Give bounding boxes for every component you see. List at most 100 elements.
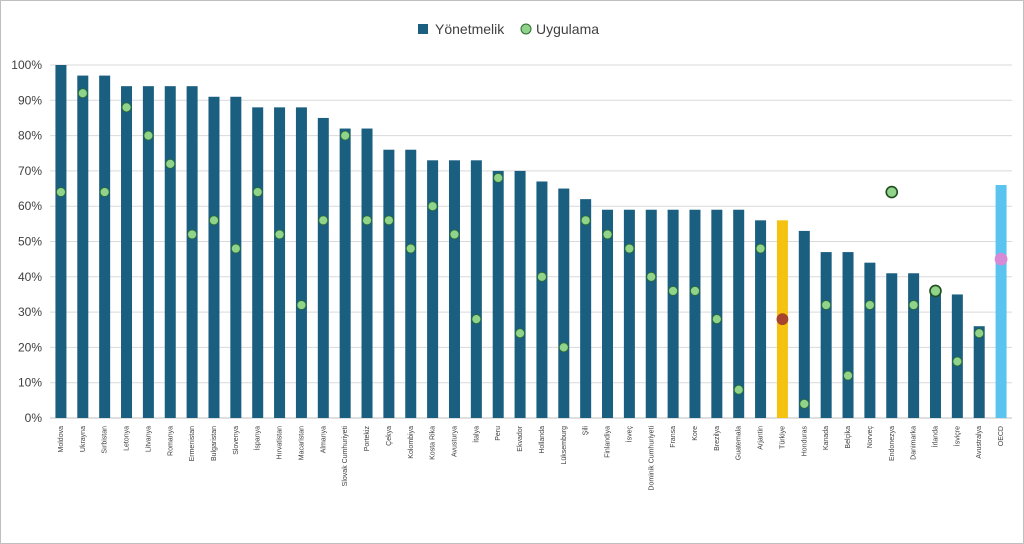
marker-Ermenistan	[187, 229, 198, 240]
x-tick-label: Macaristan	[298, 426, 305, 460]
marker-Norveç	[864, 300, 875, 310]
marker-Türkiye	[776, 313, 789, 326]
y-tick-label: 30%	[18, 305, 42, 319]
marker-Honduras	[799, 398, 810, 409]
bar-Avustralya	[973, 326, 985, 418]
x-tick-label: Fransa	[670, 426, 677, 448]
bar-Bulgaristan	[208, 96, 220, 419]
marker-Brezilya	[711, 314, 722, 325]
legend-swatch-yonetmelik	[418, 24, 428, 34]
x-tick-label: Lüksemburg	[561, 426, 568, 465]
marker-Avustralya	[974, 328, 985, 339]
y-tick-label: 20%	[18, 340, 42, 354]
marker-Almanya	[318, 215, 329, 226]
marker-Çekya	[383, 215, 394, 226]
x-tick-label: Dominik Cumhuriyeti	[648, 426, 655, 491]
bar-İtalya	[470, 160, 482, 418]
bar-Letonya	[121, 86, 133, 419]
y-tick-label: 60%	[18, 199, 42, 213]
marker-Romanya	[165, 158, 176, 169]
x-tick-label: Bulgaristan	[211, 426, 218, 461]
bars	[55, 65, 1007, 419]
x-tick-label: Slovak Cumhuriyeti	[342, 426, 349, 487]
bar-Kolombiya	[405, 149, 417, 418]
marker-Endonezya	[885, 185, 899, 199]
marker-OECD	[994, 252, 1008, 266]
marker-Fransa	[668, 286, 679, 296]
bar-Şili	[580, 199, 592, 418]
x-tick-label: İspanya	[253, 426, 262, 451]
x-tick-label: Brezilya	[714, 426, 721, 451]
marker-Litvanya	[143, 130, 154, 141]
marker-İsveç	[624, 243, 635, 254]
x-axis-category-labels: Moldova Ukrayna Sırbistan Letonya Litvanya Ro…	[58, 425, 1005, 490]
bar-Kosta Rika	[427, 160, 439, 418]
bar-Ermenistan	[186, 86, 198, 419]
bar-Kore	[689, 209, 701, 418]
bar-Guatemala	[733, 209, 745, 418]
x-tick-label: Kosta Rika	[430, 426, 437, 460]
x-tick-label: Hollanda	[539, 426, 546, 454]
marker-Moldova	[56, 187, 66, 197]
legend-label-yonetmelik: Yönetmelik	[435, 21, 505, 37]
y-tick-label: 80%	[18, 129, 42, 143]
x-tick-label: Litvanya	[145, 426, 152, 452]
bar-Sırbistan	[99, 75, 111, 418]
y-tick-label: 40%	[18, 270, 42, 284]
y-tick-label: 90%	[18, 93, 42, 107]
bar-Ukrayna	[77, 75, 89, 418]
x-tick-label: İsveç	[624, 426, 633, 443]
markers	[56, 88, 1008, 409]
bar-Portekiz	[361, 128, 373, 419]
marker-Macaristan	[296, 300, 307, 310]
bar-Lüksemburg	[558, 188, 570, 418]
marker-Lüksemburg	[558, 342, 569, 353]
x-tick-label: İrlanda	[930, 426, 939, 448]
x-tick-label: OECD	[998, 426, 1005, 446]
x-tick-label: Ukrayna	[80, 426, 87, 452]
bar-Ekvador	[514, 170, 526, 418]
marker-Arjantin	[755, 243, 766, 254]
marker-Portekiz	[362, 215, 372, 226]
x-tick-label: Hırvatistan	[277, 426, 284, 460]
marker-Avusturya	[449, 229, 460, 240]
marker-Bulgaristan	[209, 215, 219, 226]
x-tick-label: Peru	[495, 426, 502, 441]
marker-Sırbistan	[99, 187, 110, 197]
x-tick-label: Kore	[692, 426, 699, 441]
y-tick-label: 10%	[18, 376, 42, 390]
y-tick-label: 70%	[18, 164, 42, 178]
marker-Danimarka	[908, 300, 919, 310]
bar-Almanya	[317, 117, 329, 418]
legend: Yönetmelik Uygulama	[418, 21, 599, 37]
bar-Fransa	[667, 209, 679, 418]
bar-İspanya	[252, 107, 264, 419]
marker-Ukrayna	[77, 88, 88, 99]
marker-İsviçre	[952, 356, 963, 367]
bar-İsviçre	[951, 294, 963, 418]
bar-Slovenya	[230, 96, 242, 419]
marker-Şili	[580, 215, 591, 226]
bar-Macaristan	[295, 107, 307, 419]
x-tick-label: Moldova	[58, 426, 65, 453]
bar-Finlandiya	[602, 209, 614, 418]
x-tick-label: Portekiz	[364, 426, 371, 452]
y-axis-tick-labels: 0% 10% 20% 30% 40% 50% 60% 70% 80% 90% 100%	[11, 58, 42, 425]
marker-Kore	[690, 286, 700, 296]
x-tick-label: Slovenya	[233, 426, 240, 455]
bar-Litvanya	[142, 86, 154, 419]
x-tick-label: Avusturya	[451, 426, 458, 457]
x-tick-label: Şili	[583, 426, 590, 436]
x-tick-label: Norveç	[867, 426, 874, 449]
bar-Hırvatistan	[274, 107, 286, 419]
marker-Finlandiya	[602, 229, 613, 240]
x-tick-label: Letonya	[124, 426, 131, 451]
bar-Slovak Cumhuriyeti	[339, 128, 351, 419]
x-tick-label: Türkiye	[779, 426, 786, 449]
bar-Danimarka	[908, 273, 920, 418]
bar-Norveç	[864, 262, 876, 418]
x-tick-label: Romanya	[167, 426, 174, 456]
marker-Hollanda	[537, 271, 547, 282]
marker-Slovak Cumhuriyeti	[340, 130, 351, 141]
